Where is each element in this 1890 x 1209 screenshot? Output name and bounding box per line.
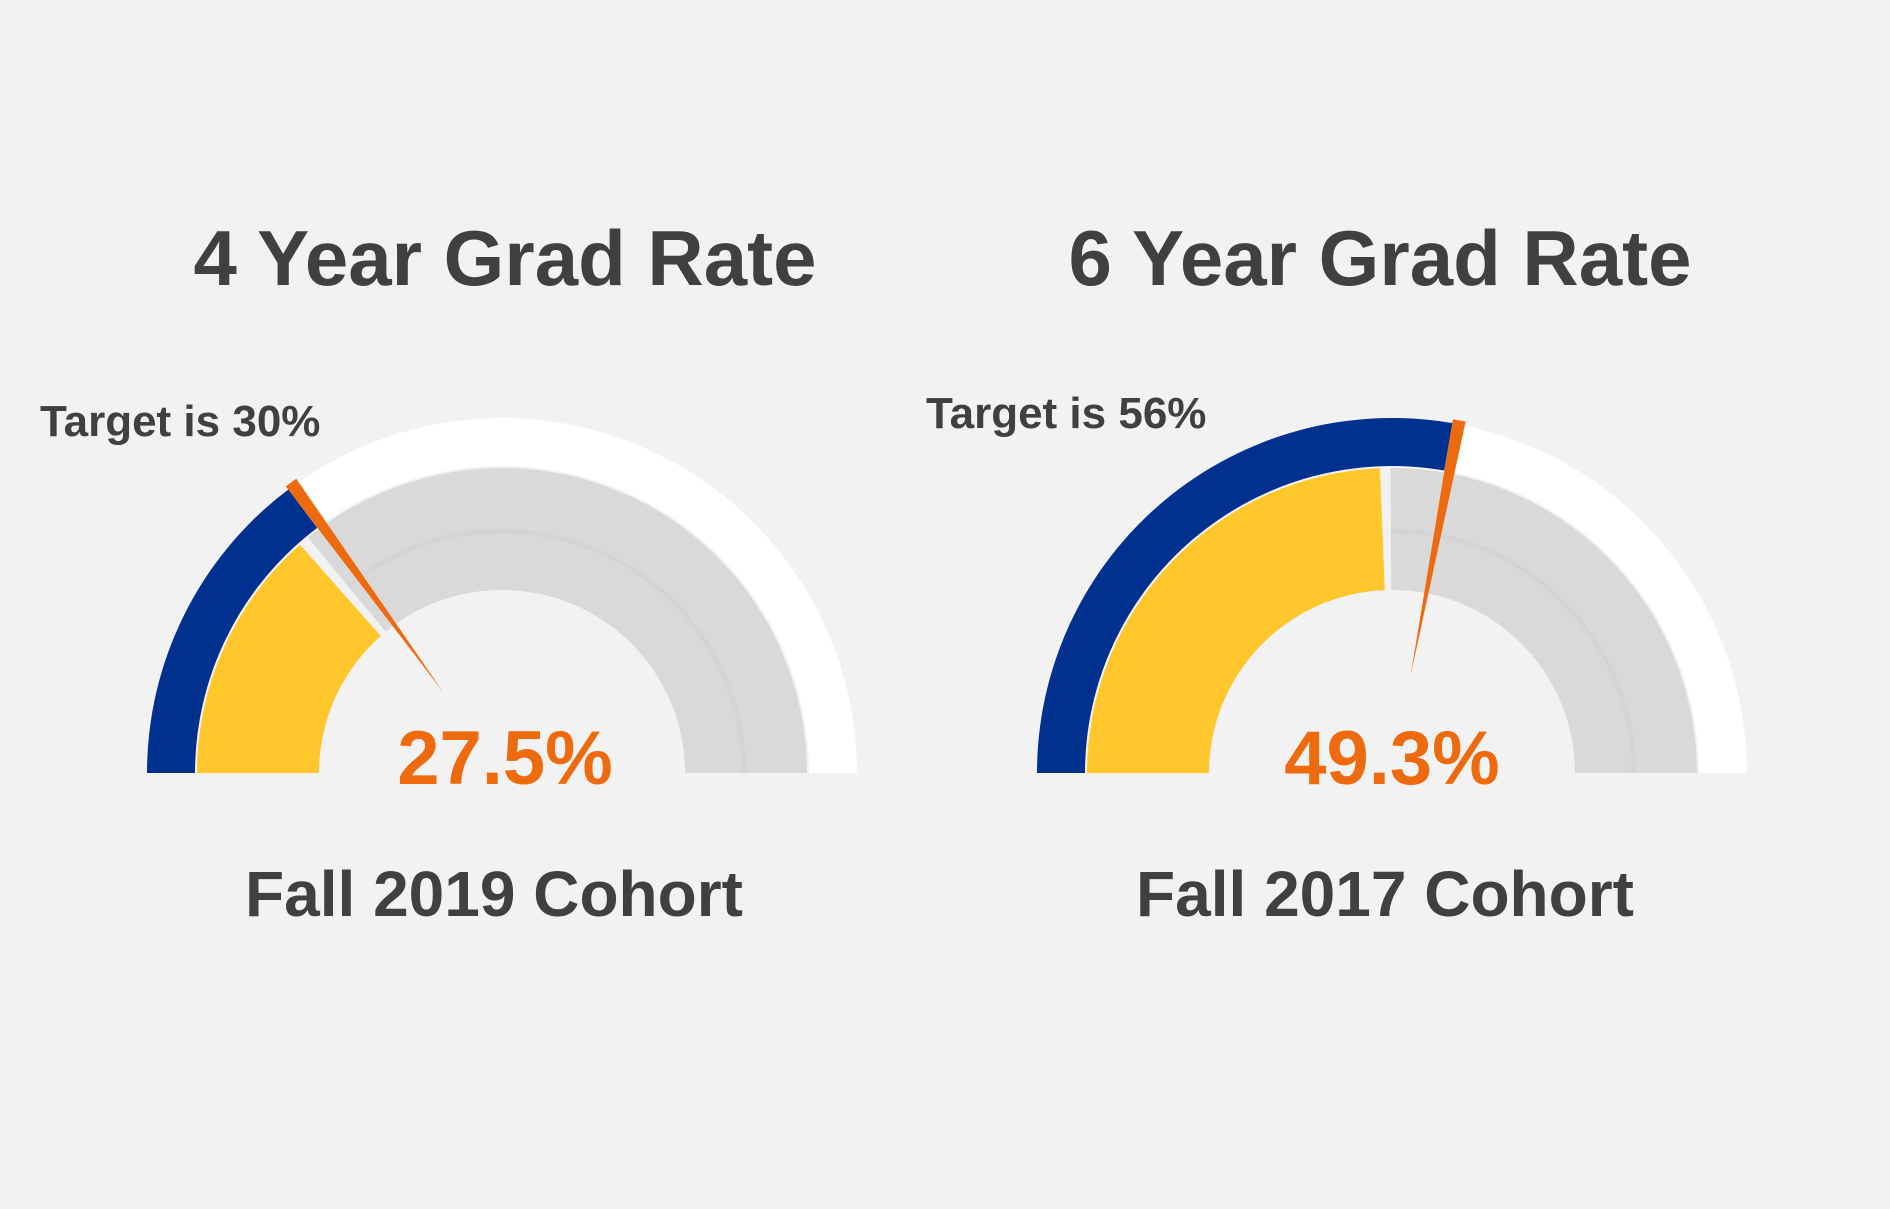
gauge-4-year: 4 Year Grad Rate Target is 30% 27.5% Fal…	[40, 214, 858, 930]
gauge-6-year: 6 Year Grad Rate Target is 56% 49.3% Fal…	[926, 214, 1747, 930]
target-label: Target is 30%	[40, 397, 320, 446]
value-label: 49.3%	[1284, 716, 1500, 801]
target-label: Target is 56%	[926, 389, 1206, 438]
value-fill-arc	[197, 544, 381, 773]
gauge-title: 4 Year Grad Rate	[194, 214, 817, 302]
target-band-arc	[147, 489, 318, 773]
inner-track-arc	[308, 468, 807, 773]
cohort-label: Fall 2019 Cohort	[245, 858, 743, 930]
outer-track-arc	[1454, 425, 1747, 773]
cohort-label: Fall 2017 Cohort	[1136, 858, 1634, 930]
outer-track-arc	[298, 418, 858, 773]
value-label: 27.5%	[397, 716, 613, 801]
target-needle	[1410, 419, 1466, 675]
target-band-arc	[1037, 418, 1453, 773]
target-needle	[285, 478, 444, 693]
gauge-title: 6 Year Grad Rate	[1069, 214, 1692, 302]
value-fill-arc	[1087, 468, 1385, 773]
gauge-arcs	[1037, 418, 1747, 773]
gauge-arcs	[147, 418, 858, 773]
